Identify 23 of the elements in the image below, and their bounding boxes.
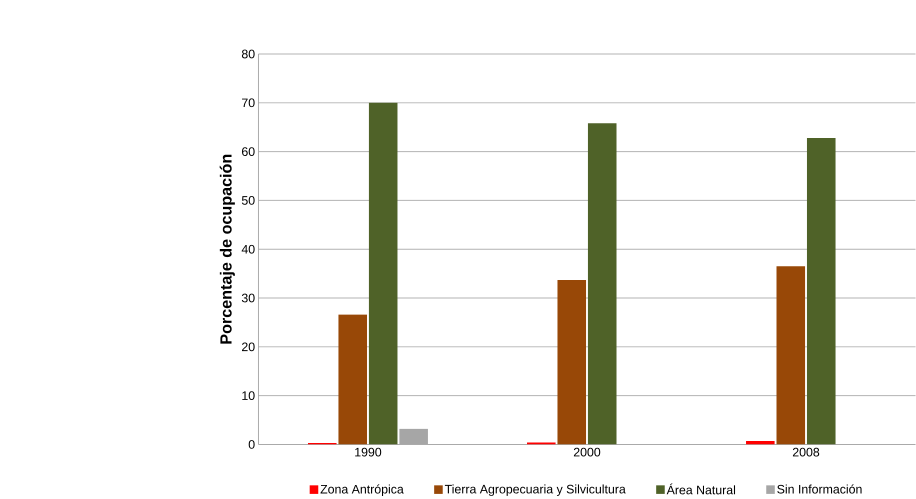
y-tick-label: 80 xyxy=(242,49,255,58)
y-tick-label: 40 xyxy=(242,244,255,254)
legend-label: Tierra Agropecuaria y Silvicultura xyxy=(444,484,626,496)
y-tick-label: 50 xyxy=(242,196,255,205)
y-tick-label: 60 xyxy=(242,147,255,156)
bar xyxy=(776,266,806,444)
bar xyxy=(368,102,398,444)
y-tick-label: 70 xyxy=(242,98,255,107)
bar xyxy=(806,138,836,444)
y-axis-title: Porcentaje de ocupación xyxy=(220,154,235,344)
x-tick-label: 1990 xyxy=(355,448,382,456)
bar xyxy=(557,280,586,444)
x-tick-label: 2008 xyxy=(792,448,820,456)
y-tick-label: 30 xyxy=(242,293,255,302)
y-tick-label: 20 xyxy=(242,342,255,351)
bar xyxy=(338,314,368,444)
y-tick-label: 0 xyxy=(248,440,255,449)
y-tick-label: 10 xyxy=(242,391,255,400)
legend-label: Sin Información xyxy=(777,484,862,494)
legend-label: Área Natural xyxy=(666,483,736,494)
legend-label: Zona Antrópica xyxy=(320,484,404,496)
x-tick-label: 2000 xyxy=(574,448,600,456)
bar xyxy=(588,123,617,444)
